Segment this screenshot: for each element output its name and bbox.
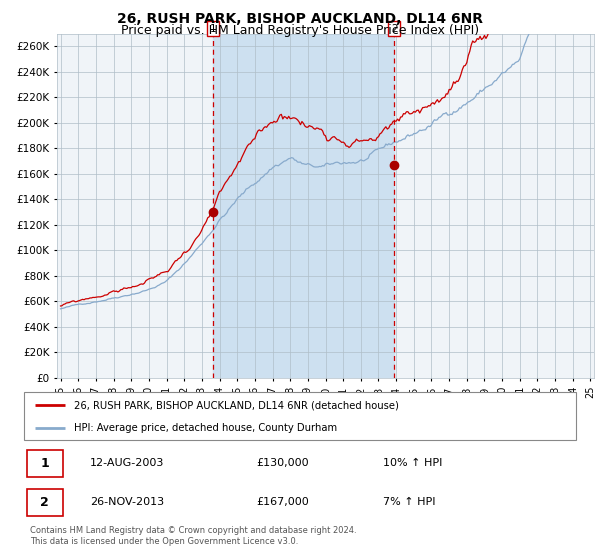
Text: 2: 2 <box>391 24 398 34</box>
Text: 12-AUG-2003: 12-AUG-2003 <box>90 458 164 468</box>
Text: 1: 1 <box>209 24 216 34</box>
FancyBboxPatch shape <box>27 450 62 477</box>
Text: HPI: Average price, detached house, County Durham: HPI: Average price, detached house, Coun… <box>74 423 337 433</box>
Text: 10% ↑ HPI: 10% ↑ HPI <box>383 458 442 468</box>
Text: £167,000: £167,000 <box>256 497 308 507</box>
Text: 26, RUSH PARK, BISHOP AUCKLAND, DL14 6NR: 26, RUSH PARK, BISHOP AUCKLAND, DL14 6NR <box>117 12 483 26</box>
Text: 26, RUSH PARK, BISHOP AUCKLAND, DL14 6NR (detached house): 26, RUSH PARK, BISHOP AUCKLAND, DL14 6NR… <box>74 400 398 410</box>
Text: Contains HM Land Registry data © Crown copyright and database right 2024.
This d: Contains HM Land Registry data © Crown c… <box>30 526 356 546</box>
Text: 7% ↑ HPI: 7% ↑ HPI <box>383 497 436 507</box>
Text: 2: 2 <box>40 496 49 509</box>
Text: Price paid vs. HM Land Registry's House Price Index (HPI): Price paid vs. HM Land Registry's House … <box>121 24 479 36</box>
FancyBboxPatch shape <box>27 489 62 516</box>
FancyBboxPatch shape <box>24 392 576 440</box>
Text: 26-NOV-2013: 26-NOV-2013 <box>90 497 164 507</box>
Text: £130,000: £130,000 <box>256 458 308 468</box>
Bar <box>213 34 394 378</box>
Text: 1: 1 <box>40 456 49 470</box>
